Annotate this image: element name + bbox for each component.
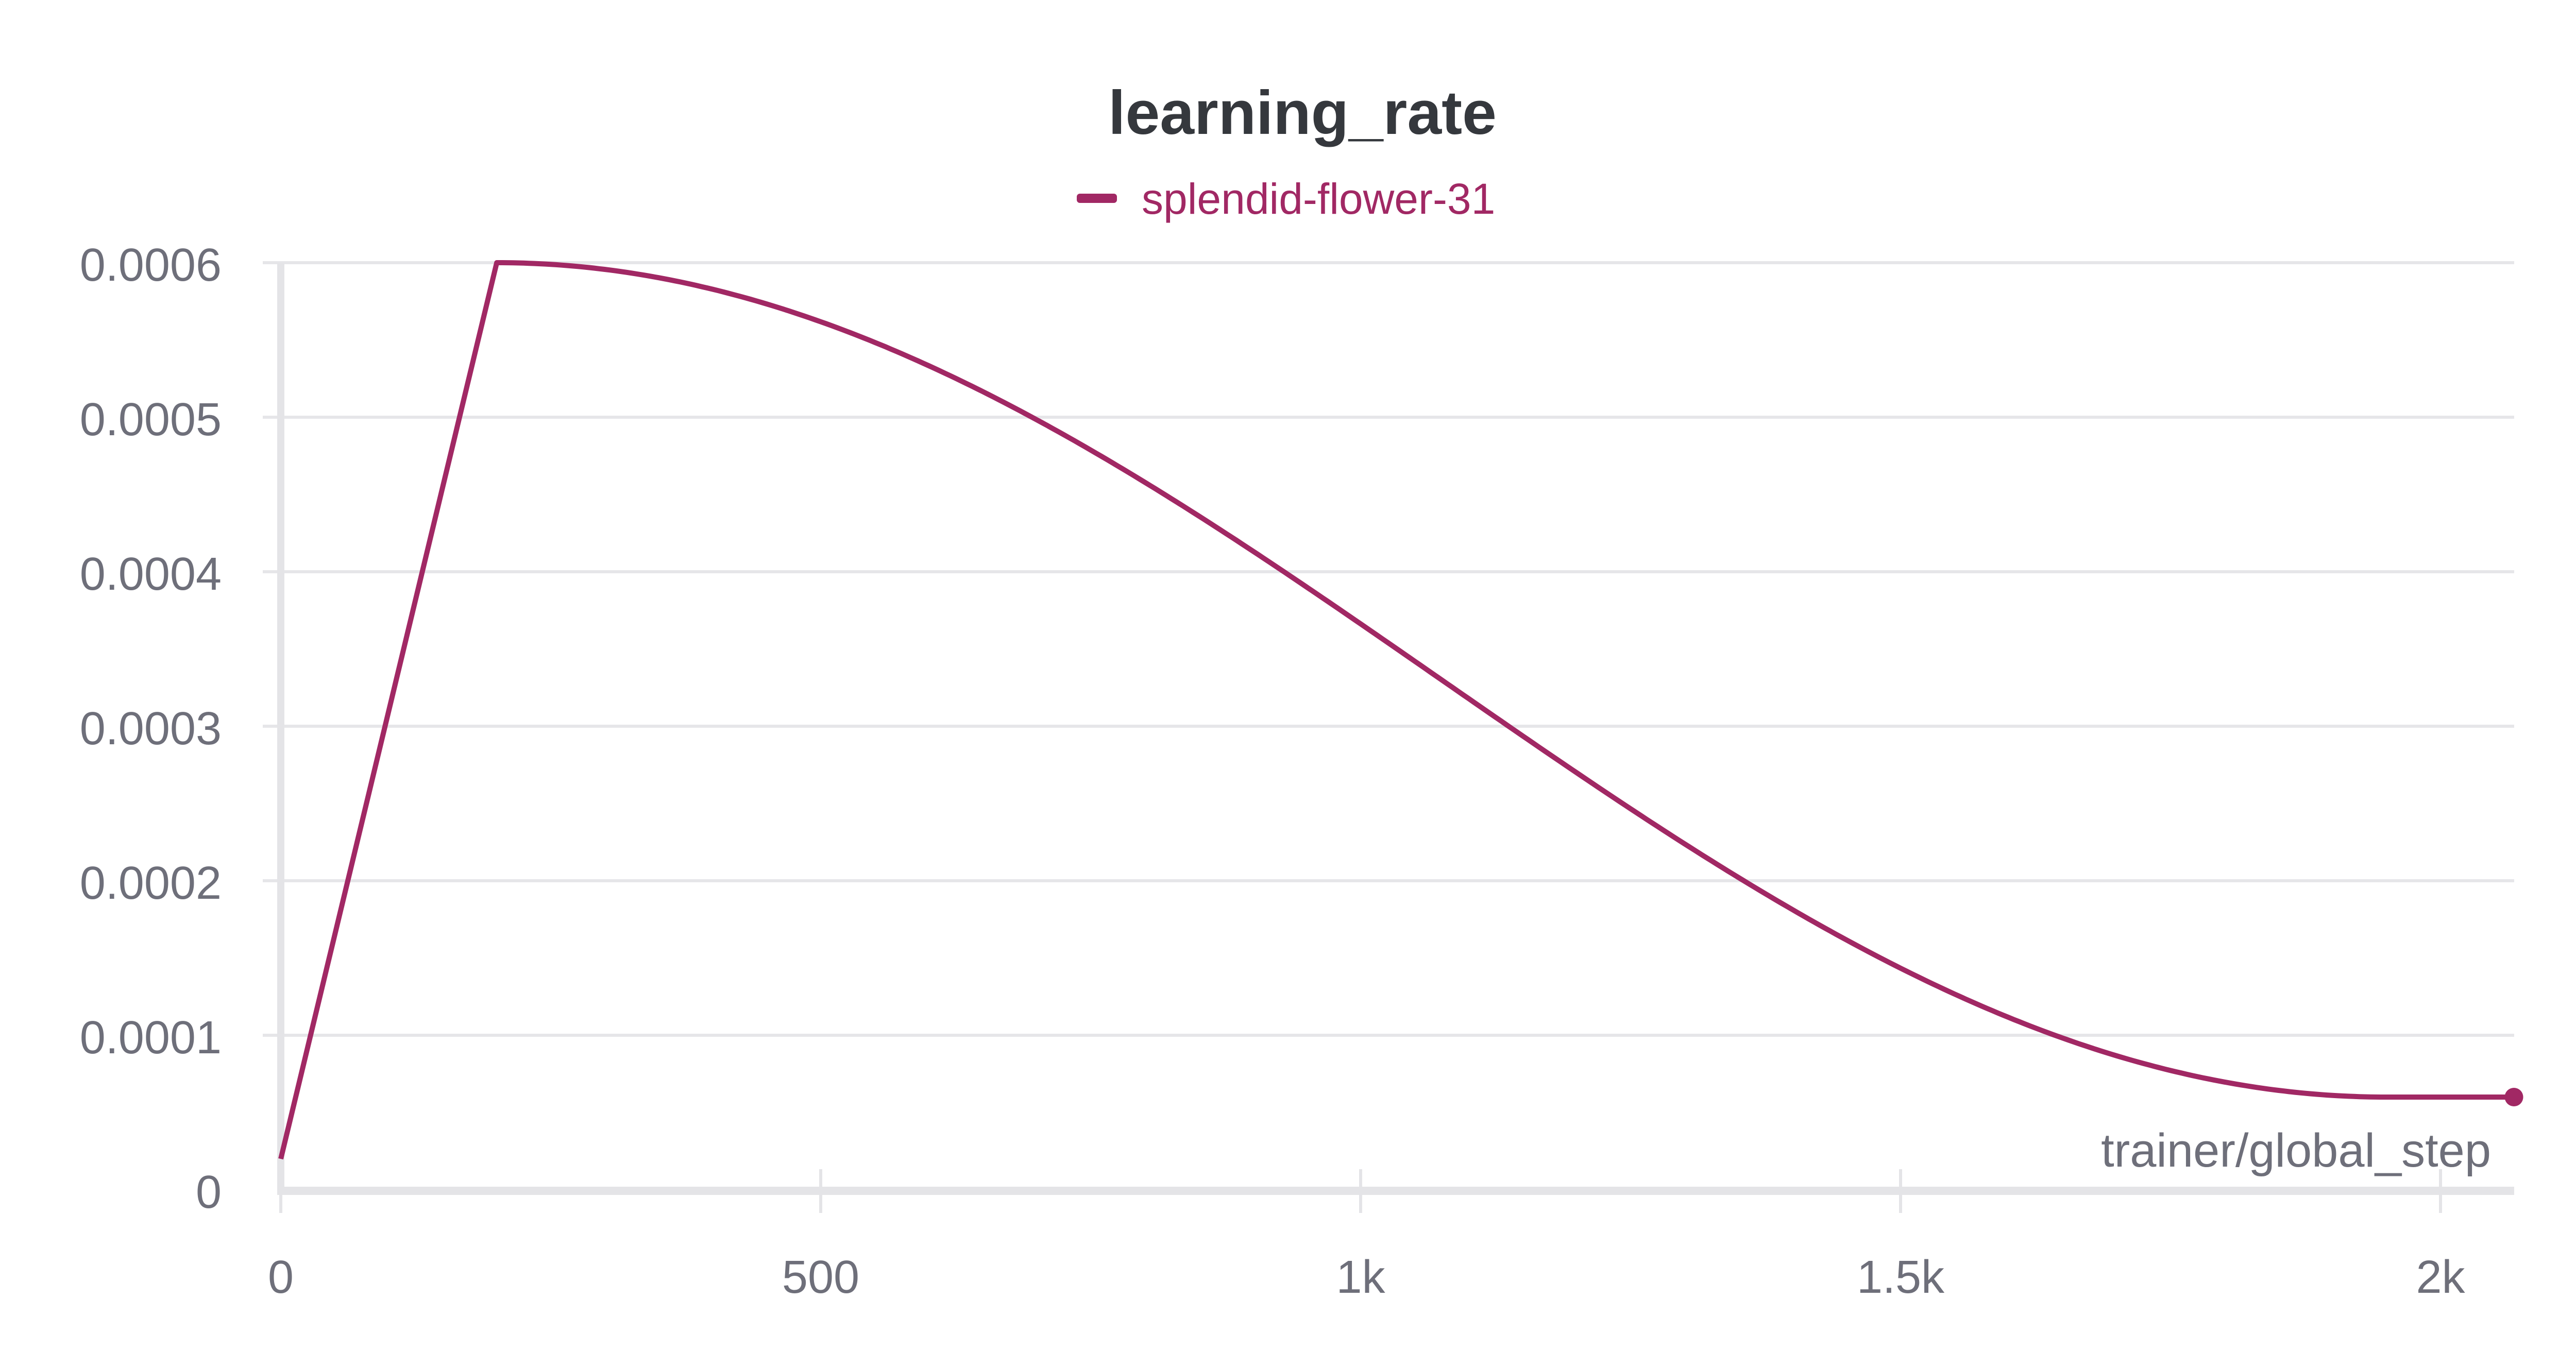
x-ticks	[279, 1169, 2442, 1213]
y-tick-label: 0.0002	[80, 858, 222, 909]
x-tick-labels: 0 500 1k 1.5k 2k	[268, 1252, 2466, 1303]
legend-item[interactable]: splendid-flower-31	[1077, 175, 1495, 223]
x-tick-label: 1k	[1336, 1252, 1385, 1303]
legend-label: splendid-flower-31	[1142, 175, 1495, 223]
grid	[263, 261, 2514, 1037]
y-tick-label: 0.0004	[80, 549, 222, 600]
chart-title: learning_rate	[1108, 78, 1497, 147]
y-tick-label: 0	[196, 1167, 222, 1218]
x-tick-label: 1.5k	[1857, 1252, 1945, 1303]
legend-swatch-icon	[1077, 194, 1117, 203]
x-tick-label: 2k	[2416, 1252, 2465, 1303]
x-axis-label: trainer/global_step	[2101, 1124, 2491, 1177]
y-tick-label: 0.0003	[80, 703, 222, 755]
y-tick-label: 0.0005	[80, 394, 222, 446]
y-tick-label: 0.0001	[80, 1012, 222, 1064]
x-tick-label: 0	[268, 1252, 294, 1303]
x-tick-label: 500	[782, 1252, 859, 1303]
series-line-splendid-flower-31[interactable]	[278, 260, 2514, 1160]
series-end-marker[interactable]	[2504, 1088, 2523, 1106]
y-tick-label: 0.0006	[80, 240, 222, 291]
y-tick-labels: 0.0006 0.0005 0.0004 0.0003 0.0002 0.000…	[80, 240, 222, 1218]
